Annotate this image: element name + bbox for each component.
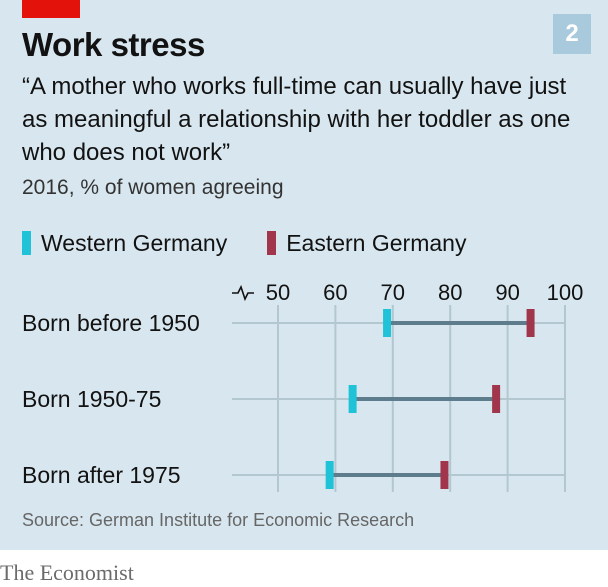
chart-panel: 2 Work stress “A mother who works full-t… — [0, 0, 608, 550]
tick-label-3: 80 — [438, 280, 462, 305]
legend: Western Germany Eastern Germany — [22, 228, 506, 258]
tick-label-1: 60 — [323, 280, 347, 305]
chart-title: Work stress — [22, 26, 205, 63]
marker-eastern-2 — [440, 461, 449, 489]
marker-eastern-0 — [526, 309, 535, 337]
legend-swatch-western — [22, 231, 31, 255]
legend-swatch-eastern — [267, 231, 277, 255]
legend-item-eastern: Eastern Germany — [267, 230, 466, 257]
axis-break-icon — [232, 284, 254, 302]
legend-label-western: Western Germany — [41, 229, 228, 256]
marker-western-1 — [348, 385, 357, 413]
marker-western-0 — [383, 309, 392, 337]
source-note: Source: German Institute for Economic Re… — [22, 510, 415, 530]
tick-label-2: 70 — [381, 280, 405, 305]
legend-item-western: Western Germany — [22, 230, 227, 257]
economist-logo: The Economist — [0, 560, 134, 585]
chart-number-badge: 2 — [553, 14, 591, 54]
marker-eastern-1 — [492, 385, 501, 413]
legend-label-eastern: Eastern Germany — [286, 229, 467, 256]
tick-label-4: 90 — [495, 280, 519, 305]
chart-subtitle: “A mother who works full-time can usuall… — [22, 73, 571, 166]
row-label-2: Born after 1975 — [22, 462, 181, 488]
chart-unit: 2016, % of women agreeing — [22, 176, 284, 199]
row-label-1: Born 1950-75 — [22, 386, 162, 412]
tick-label-0: 50 — [266, 280, 290, 305]
row-label-0: Born before 1950 — [22, 310, 200, 336]
brand-tag — [22, 0, 80, 18]
plot-area: 50 60 70 80 90 100 — [232, 280, 584, 492]
tick-label-5: 100 — [547, 280, 584, 305]
marker-western-2 — [325, 461, 334, 489]
